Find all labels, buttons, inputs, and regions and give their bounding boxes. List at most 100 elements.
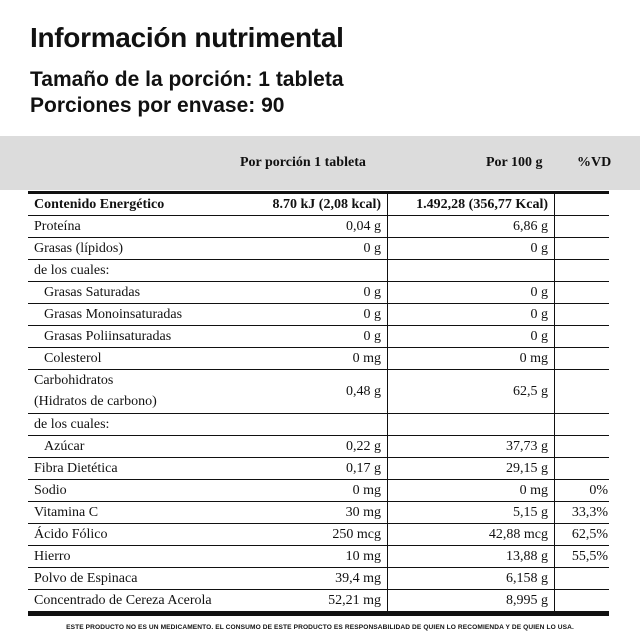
nutrient-label: Grasas Poliinsaturadas <box>44 329 172 344</box>
column-divider <box>387 546 388 567</box>
nutrient-name: de los cuales: <box>34 260 409 281</box>
column-divider <box>387 238 388 259</box>
value-per-100g: 0 mg <box>28 348 548 369</box>
value-per-100g: 0 mg <box>28 480 548 501</box>
column-divider <box>387 216 388 237</box>
table-row: Grasas Poliinsaturadas 0 g 0 g <box>28 326 609 348</box>
value-dv <box>28 216 608 237</box>
column-divider <box>554 568 555 589</box>
value-per-100g: 29,15 g <box>28 458 548 479</box>
column-divider <box>387 590 388 611</box>
value-per-serving: 8.70 kJ (2,08 kcal) <box>28 194 382 215</box>
value-per-100g-text: 8,995 g <box>506 593 548 608</box>
value-per-100g-text: 0 mg <box>519 483 548 498</box>
table-row: Vitamina C 30 mg 5,15 g 33,3% <box>28 502 609 524</box>
column-divider <box>554 546 555 567</box>
value-per-serving-text: 0 g <box>363 329 382 344</box>
value-dv <box>28 194 608 215</box>
value-per-100g: 37,73 g <box>28 436 548 457</box>
value-per-serving-text: 0 g <box>363 241 382 256</box>
nutrient-label: Proteína <box>34 219 81 234</box>
value-per-100g-text: 62,5 g <box>513 384 548 399</box>
value-dv: 62,5% <box>28 524 608 545</box>
value-per-100g-text: 6,158 g <box>506 571 548 586</box>
value-per-serving-text: 8.70 kJ (2,08 kcal) <box>272 197 382 212</box>
value-per-serving-text: 0,04 g <box>346 219 381 234</box>
nutrient-name: Hierro <box>34 546 409 567</box>
value-dv <box>28 436 608 457</box>
value-dv <box>28 260 608 281</box>
nutrient-name: Sodio <box>34 480 409 501</box>
nutrient-label: Grasas Monoinsaturadas <box>44 307 183 322</box>
table-row: Azúcar 0,22 g 37,73 g <box>28 436 609 458</box>
table-bottom-rule <box>28 612 609 616</box>
value-dv <box>28 370 608 413</box>
table-row: Carbohidratos (Hidratos de carbono) 0,48 g… <box>28 370 609 414</box>
value-per-100g: 0 g <box>28 238 549 259</box>
nutrient-name: Grasas (lípidos) <box>34 238 409 259</box>
column-divider <box>554 370 555 413</box>
column-divider <box>554 326 555 347</box>
column-divider <box>554 480 555 501</box>
column-divider <box>387 348 388 369</box>
value-per-100g-text: 0 mg <box>519 351 548 366</box>
column-divider <box>387 326 388 347</box>
nutrient-label: Grasas (lípidos) <box>34 241 124 256</box>
value-per-100g: 6,86 g <box>28 216 548 237</box>
value-per-100g: 6,158 g <box>28 568 548 589</box>
value-per-serving-text: 39,4 mg <box>335 571 381 586</box>
nutrient-name: de los cuales: <box>34 414 409 435</box>
value-per-serving-text: 52,21 mg <box>328 593 381 608</box>
table-row: Hierro 10 mg 13,88 g 55,5% <box>28 546 609 568</box>
servings-per-container: Porciones por envase: 90 <box>30 94 285 117</box>
value-per-100g-text: 0 g <box>530 285 549 300</box>
column-divider <box>387 370 388 413</box>
column-divider <box>387 414 388 435</box>
value-dv-text: 0% <box>589 483 608 498</box>
value-per-100g-text: 29,15 g <box>506 461 548 476</box>
value-per-100g-text: 0 g <box>530 307 549 322</box>
table-row: Concentrado de Cereza Acerola 52,21 mg 8,9… <box>28 590 609 612</box>
value-per-serving-text: 30 mg <box>345 505 381 520</box>
column-divider <box>554 590 555 611</box>
nutrient-name: Carbohidratos (Hidratos de carbono) <box>34 370 409 413</box>
table-row: Contenido Energético 8.70 kJ (2,08 kcal) 1… <box>28 194 609 216</box>
value-per-serving-text: 0 mg <box>352 483 381 498</box>
value-per-serving: 52,21 mg <box>28 590 381 611</box>
nutrient-label: Vitamina C <box>34 505 99 520</box>
column-header-per-100g: Por 100 g <box>486 155 543 170</box>
nutrient-label: Colesterol <box>44 351 102 366</box>
value-per-100g: 0 g <box>28 326 549 347</box>
nutrient-name: Grasas Monoinsaturadas <box>34 304 409 325</box>
nutrient-label: Fibra Dietética <box>34 461 118 476</box>
table-row: Polvo de Espinaca 39,4 mg 6,158 g <box>28 568 609 590</box>
nutrition-table: Contenido Energético 8.70 kJ (2,08 kcal) 1… <box>28 191 609 616</box>
column-divider <box>554 524 555 545</box>
value-per-serving: 0 g <box>28 282 382 303</box>
value-per-serving: 0 mg <box>28 348 381 369</box>
nutrient-label: Ácido Fólico <box>34 527 108 542</box>
table-body: Contenido Energético 8.70 kJ (2,08 kcal) 1… <box>28 194 609 612</box>
value-per-100g-text: 6,86 g <box>513 219 548 234</box>
column-divider <box>387 194 388 215</box>
value-per-100g-text: 37,73 g <box>506 439 548 454</box>
column-header-per-serving: Por porción 1 tableta <box>240 155 366 170</box>
value-dv <box>28 568 608 589</box>
value-per-serving: 10 mg <box>28 546 381 567</box>
column-divider <box>554 304 555 325</box>
nutrient-name: Vitamina C <box>34 502 409 523</box>
table-row: Fibra Dietética 0,17 g 29,15 g <box>28 458 609 480</box>
nutrient-name: Polvo de Espinaca <box>34 568 409 589</box>
nutrient-name: Contenido Energético <box>34 194 409 215</box>
value-per-100g-text: 42,88 mcg <box>488 527 548 542</box>
table-top-rule <box>28 191 609 194</box>
nutrient-label: Concentrado de Cereza Acerola <box>34 593 212 608</box>
column-divider <box>554 238 555 259</box>
value-per-serving-text: 0 g <box>363 307 382 322</box>
nutrient-name: Grasas Saturadas <box>34 282 409 303</box>
value-per-100g-text: 0 g <box>530 329 549 344</box>
column-divider <box>554 414 555 435</box>
value-per-100g: 8,995 g <box>28 590 548 611</box>
nutrient-name: Azúcar <box>34 436 409 457</box>
value-per-100g-text: 1.492,28 (356,77 Kcal) <box>416 197 548 212</box>
